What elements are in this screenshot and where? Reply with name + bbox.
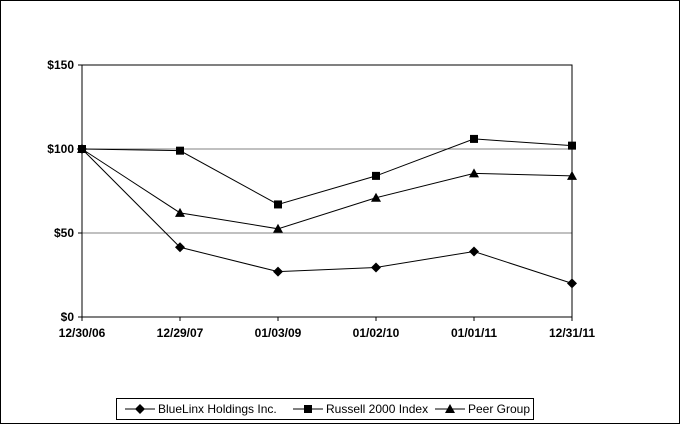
x-tick-label: 01/01/11 <box>451 326 497 340</box>
data-point <box>372 171 380 180</box>
legend: BlueLinx Holdings Inc. Russell 2000 Inde… <box>116 398 534 420</box>
data-point <box>175 242 185 253</box>
x-tick-label: 01/03/09 <box>255 326 302 340</box>
data-point <box>273 223 283 233</box>
data-point <box>567 170 577 180</box>
y-tick-label: $0 <box>61 310 75 324</box>
data-point <box>175 207 185 217</box>
x-axis-ticks: 12/30/06 12/29/07 01/03/09 01/02/10 01/01/11… <box>59 317 595 340</box>
square-marker-icon <box>293 405 323 413</box>
series-line <box>81 148 573 230</box>
x-tick-label: 12/31/11 <box>549 326 595 340</box>
legend-label: Peer Group <box>468 402 531 416</box>
data-point <box>469 168 479 178</box>
data-point <box>469 246 479 257</box>
data-point <box>77 144 87 153</box>
series-2 <box>78 134 576 209</box>
data-point <box>567 278 577 289</box>
series-3 <box>77 144 577 233</box>
data-point <box>470 134 478 143</box>
y-tick-label: $150 <box>47 58 74 72</box>
legend-item-bluelinx: BlueLinx Holdings Inc. <box>125 399 277 419</box>
data-point <box>568 141 576 150</box>
x-tick-label: 12/29/07 <box>157 326 204 340</box>
y-tick-label: $50 <box>54 226 74 240</box>
series-1 <box>77 144 577 289</box>
diamond-marker-icon <box>125 404 155 414</box>
data-point <box>371 192 381 202</box>
plot-area <box>81 64 573 318</box>
legend-label: BlueLinx Holdings Inc. <box>158 402 277 416</box>
legend-item-peer: Peer Group <box>435 399 530 419</box>
x-tick-label: 12/30/06 <box>59 326 106 340</box>
data-point <box>274 200 282 209</box>
data-point <box>176 146 184 155</box>
legend-label: Russell 2000 Index <box>326 402 429 416</box>
triangle-marker-icon <box>435 404 465 413</box>
x-tick-label: 01/02/10 <box>353 326 400 340</box>
gridlines <box>82 148 572 234</box>
data-point <box>273 266 283 277</box>
y-axis-ticks: $0 $50 $100 $150 <box>47 58 82 324</box>
series-line <box>81 148 573 284</box>
series-lines <box>77 134 577 289</box>
y-tick-label: $100 <box>47 142 74 156</box>
series-line <box>81 138 573 205</box>
data-point <box>371 262 381 273</box>
legend-item-russell: Russell 2000 Index <box>293 399 428 419</box>
